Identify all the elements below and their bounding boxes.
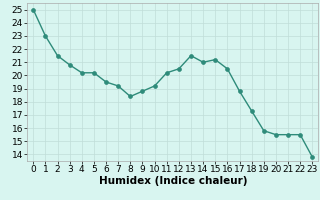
X-axis label: Humidex (Indice chaleur): Humidex (Indice chaleur) bbox=[99, 176, 247, 186]
